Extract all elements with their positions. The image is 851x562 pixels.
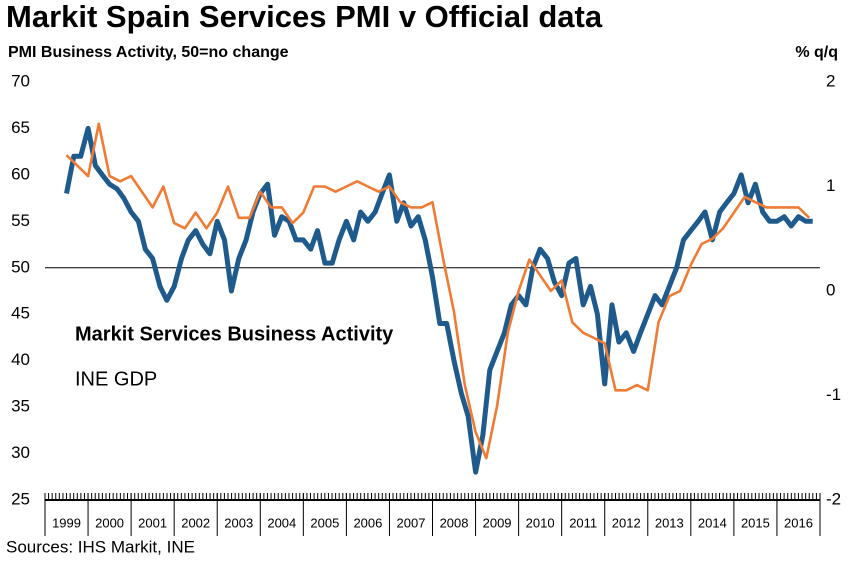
x-tick-label: 2008 [440, 515, 469, 530]
y2-tick-label: 2 [826, 71, 835, 90]
source: Sources: IHS Markit, INE [6, 537, 195, 556]
x-tick-label: 2016 [784, 515, 813, 530]
y2-tick-label: 1 [826, 176, 835, 195]
x-tick-label: 2007 [397, 515, 426, 530]
legend-label: Markit Services Business Activity [75, 323, 394, 345]
x-tick-label: 2005 [310, 515, 339, 530]
y2-tick-label: -2 [826, 489, 841, 508]
x-tick-label: 2000 [95, 515, 124, 530]
x-tick-label: 2006 [353, 515, 382, 530]
x-tick-label: 2015 [741, 515, 770, 530]
y-tick-label: 35 [11, 397, 30, 416]
y-tick-label: 40 [11, 350, 30, 369]
y-tick-label: 70 [11, 71, 30, 90]
y-tick-label: 65 [11, 118, 30, 137]
series-line [64, 125, 813, 475]
x-tick-label: 2002 [181, 515, 210, 530]
x-tick-label: 2013 [655, 515, 684, 530]
x-tick-label: 2010 [526, 515, 555, 530]
x-tick-label: 2011 [569, 515, 597, 530]
y-tick-label: 45 [11, 304, 30, 323]
y2-tick-label: 0 [826, 280, 835, 299]
x-tick-label: 2004 [267, 515, 296, 530]
series-line [65, 122, 811, 460]
x-tick-label: 2003 [224, 515, 253, 530]
x-tick-label: 2014 [698, 515, 727, 530]
y-axis-label: PMI Business Activity, 50=no change [8, 44, 289, 61]
y-tick-label: 25 [11, 489, 30, 508]
x-tick-label: 2009 [483, 515, 512, 530]
legend-label: INE GDP [75, 368, 157, 390]
y-tick-label: 60 [11, 164, 30, 183]
y-tick-label: 55 [11, 211, 30, 230]
x-tick-label: 2012 [612, 515, 641, 530]
y2-axis-label: % q/q [795, 44, 838, 61]
x-tick-label: 2001 [138, 515, 167, 530]
x-tick-label: 1999 [52, 515, 81, 530]
y-tick-label: 30 [11, 443, 30, 462]
y-tick-label: 50 [11, 257, 30, 276]
y2-tick-label: -1 [826, 385, 841, 404]
chart-title: Markit Spain Services PMI v Official dat… [6, 0, 603, 34]
